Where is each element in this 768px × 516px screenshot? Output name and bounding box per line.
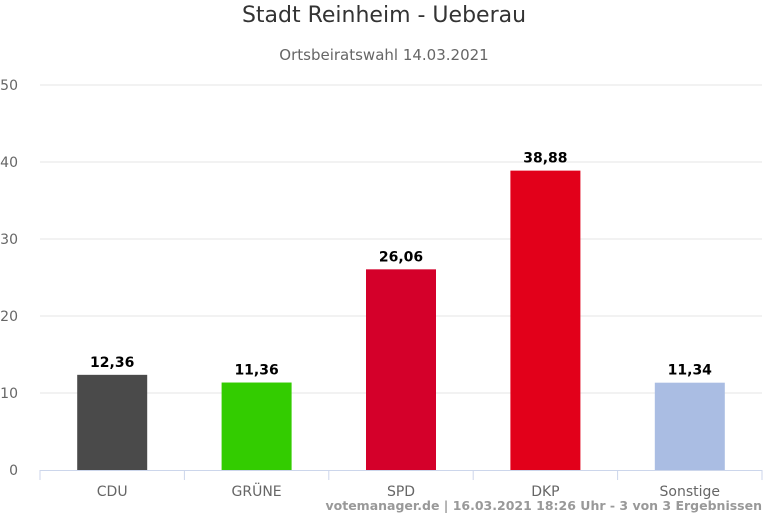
x-tick-label: DKP xyxy=(531,484,559,500)
bar-spd xyxy=(366,269,436,470)
y-tick-label: 30 xyxy=(0,232,18,248)
x-tick-label: CDU xyxy=(97,484,128,500)
x-tick-label: Sonstige xyxy=(660,484,721,500)
y-tick-label: 10 xyxy=(0,386,18,402)
data-label: 11,34 xyxy=(668,363,713,379)
bar-grüne xyxy=(221,382,292,470)
data-label: 11,36 xyxy=(234,363,278,379)
data-label: 12,36 xyxy=(90,355,134,371)
y-tick-label: 50 xyxy=(0,78,18,94)
chart-title: Stadt Reinheim - Ueberau xyxy=(241,3,527,28)
bar-cdu xyxy=(77,374,148,470)
bar-dkp xyxy=(510,170,581,470)
chart-subtitle: Ortsbeiratswahl 14.03.2021 xyxy=(279,46,489,64)
footer-credits: votemanager.de | 16.03.2021 18:26 Uhr - … xyxy=(325,498,762,513)
bar-sonstige xyxy=(654,382,725,470)
y-tick-label: 40 xyxy=(0,155,18,171)
y-tick-label: 0 xyxy=(9,463,18,479)
data-label: 38,88 xyxy=(523,151,567,167)
x-tick-label: GRÜNE xyxy=(232,482,282,500)
x-tick-label: SPD xyxy=(387,484,415,500)
y-tick-label: 20 xyxy=(0,309,18,325)
data-label: 26,06 xyxy=(379,249,423,265)
